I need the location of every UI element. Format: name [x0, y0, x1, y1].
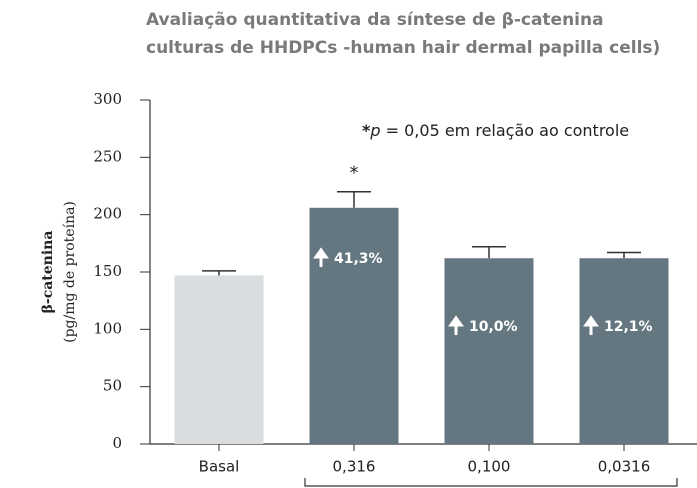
- annotation: *p = 0,05 em relação ao controle: [362, 121, 629, 140]
- up-arrow: [448, 315, 464, 335]
- y-tick-label: 200: [93, 205, 122, 223]
- bar: [444, 258, 534, 444]
- annotation-star: *: [362, 121, 371, 140]
- x-tick-label: 0,100: [468, 458, 511, 476]
- up-arrow: [313, 247, 329, 267]
- increase-label: 12,1%: [604, 319, 653, 335]
- x-tick-label: Basal: [199, 458, 240, 476]
- annotation-p: p: [369, 121, 380, 140]
- y-axis-label: β-catenina: [40, 231, 56, 314]
- y-axis-label: (pg/mg de proteína): [62, 201, 78, 343]
- increase-label: 10,0%: [469, 319, 518, 335]
- y-tick-label: 0: [112, 434, 122, 452]
- y-tick-label: 150: [93, 262, 122, 280]
- x-tick-label: 0,0316: [598, 458, 651, 476]
- y-tick-label: 300: [93, 90, 122, 108]
- bar: [309, 207, 399, 444]
- up-arrow: [583, 315, 599, 335]
- x-tick-label: 0,316: [333, 458, 376, 476]
- increase-label: 41,3%: [334, 251, 383, 267]
- bar: [579, 258, 669, 444]
- y-tick-label: 250: [93, 147, 122, 165]
- y-tick-label: 100: [93, 319, 122, 337]
- group-bracket: [304, 478, 678, 487]
- significance-mark: *: [350, 163, 359, 184]
- y-tick-label: 50: [103, 377, 122, 395]
- annotation-text: = 0,05 em relação ao controle: [381, 121, 630, 140]
- bar: [174, 275, 264, 444]
- chart-title: culturas de HHDPCs -human hair dermal pa…: [146, 38, 660, 58]
- chart-title: Avaliação quantitativa da síntese de β-c…: [146, 10, 604, 30]
